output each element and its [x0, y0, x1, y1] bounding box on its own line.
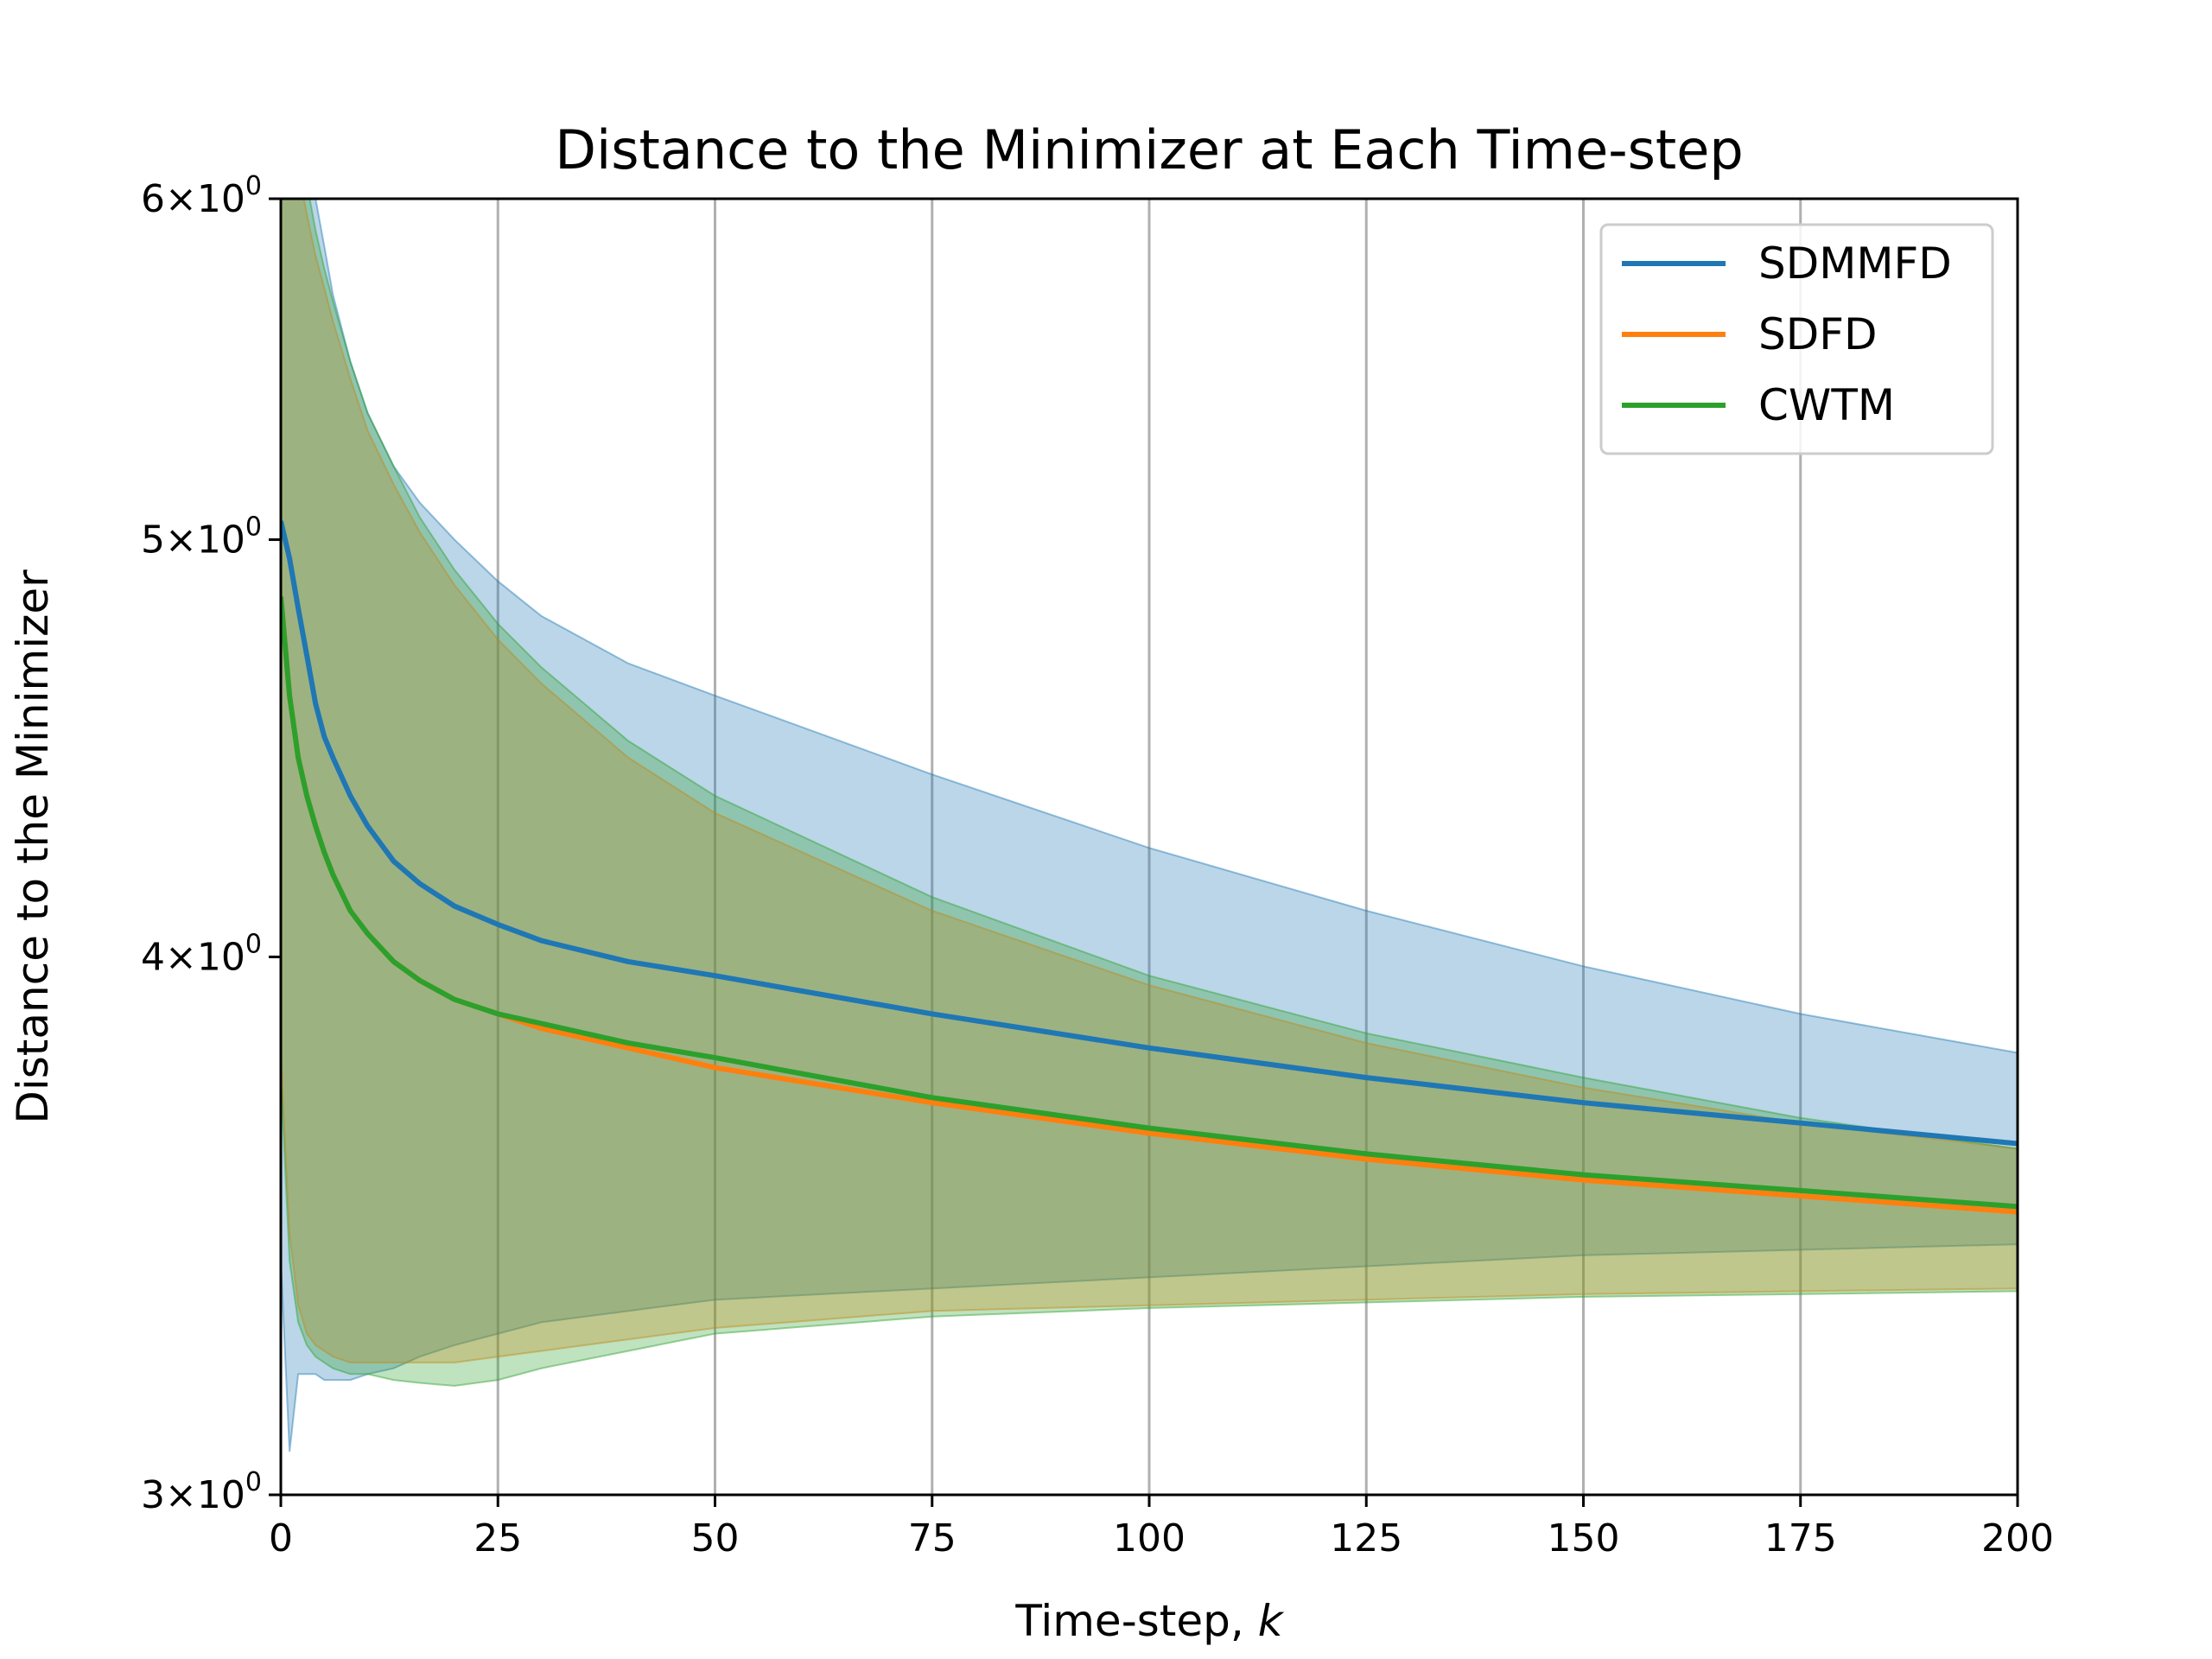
x-axis-label-text: Time-step,	[1014, 1596, 1257, 1646]
x-axis-label: Time-step, k	[1014, 1596, 1284, 1646]
x-axis-label-variable: k	[1258, 1596, 1285, 1646]
x-axis: 0 25 50 75 100 125 150 175 200	[269, 1495, 2054, 1560]
y-axis: 3×100 4×100 5×100 6×100	[141, 171, 281, 1517]
x-tick-label: 125	[1330, 1516, 1402, 1560]
y-tick-label: 6×100	[141, 171, 262, 221]
y-tick-label: 5×100	[141, 512, 262, 563]
legend-box	[1599, 223, 1994, 455]
series-lines	[281, 520, 2018, 1215]
legend: SDMMFD SDFD CWTM	[1599, 223, 1994, 455]
legend-label-cwtm: CWTM	[1758, 380, 1895, 430]
band-sdmmfd	[281, 199, 2018, 1452]
x-tick-label: 50	[691, 1516, 740, 1560]
band-sdfd	[281, 199, 2018, 1363]
band-cwtm	[281, 199, 2018, 1387]
gridlines	[496, 199, 1802, 1495]
chart-title: Distance to the Minimizer at Each Time-s…	[555, 118, 1743, 181]
x-tick-label: 25	[474, 1516, 522, 1560]
confidence-bands	[281, 199, 2018, 1452]
y-tick-label: 4×100	[141, 929, 262, 979]
y-axis-label: Distance to the Minimizer	[8, 569, 58, 1124]
x-tick-label: 75	[908, 1516, 957, 1560]
legend-label-sdmmfd: SDMMFD	[1758, 238, 1952, 289]
y-tick-label: 3×100	[141, 1467, 262, 1517]
x-tick-label: 150	[1548, 1516, 1620, 1560]
legend-label-sdfd: SDFD	[1758, 309, 1878, 359]
x-tick-label: 0	[269, 1516, 293, 1560]
x-tick-label: 200	[1981, 1516, 2054, 1560]
line-cwtm	[281, 596, 2018, 1210]
x-tick-label: 175	[1764, 1516, 1837, 1560]
line-sdmmfd	[281, 520, 2018, 1147]
x-tick-label: 100	[1113, 1516, 1185, 1560]
